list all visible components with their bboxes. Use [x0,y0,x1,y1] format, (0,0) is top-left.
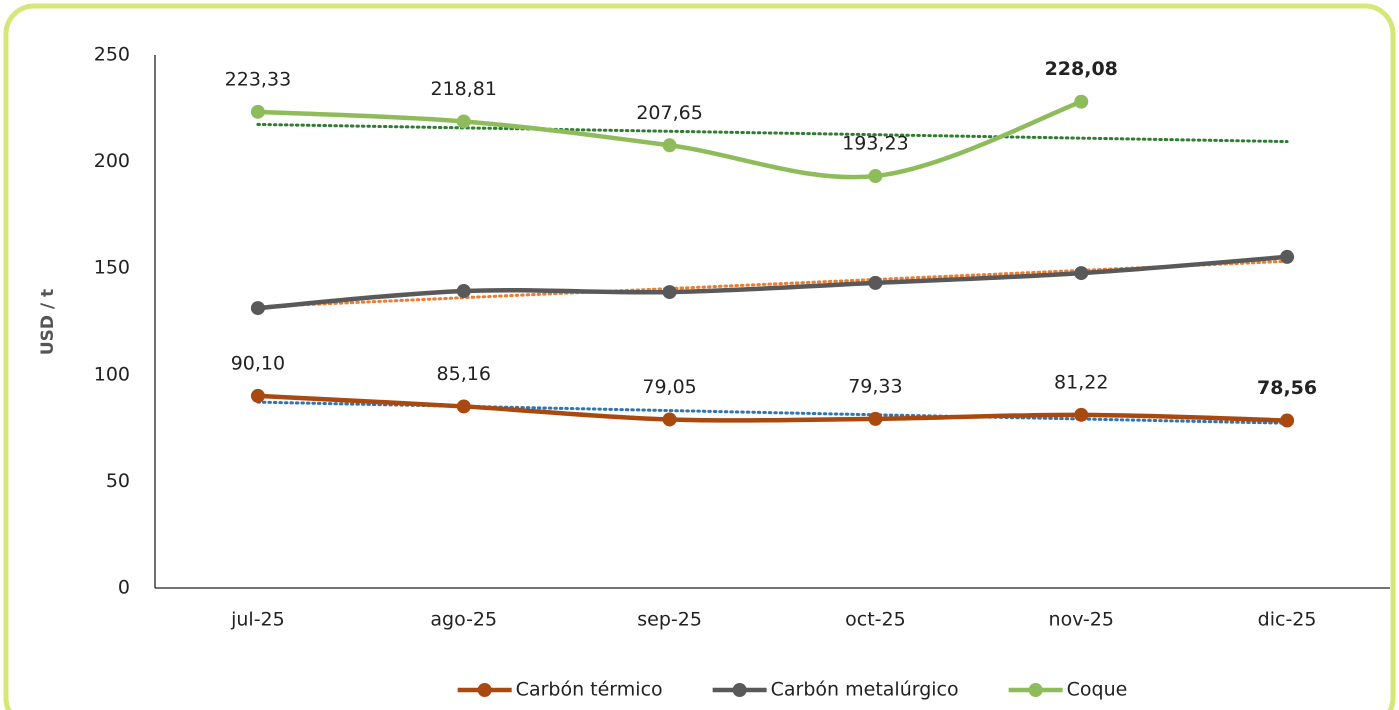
legend-label: Carbón metalúrgico [771,679,959,701]
y-tick-label: 250 [94,44,130,66]
x-tick-label: ago-25 [430,609,497,631]
x-tick-label: dic-25 [1258,609,1317,631]
data-label: 81,22 [1054,371,1108,393]
marker [250,301,265,316]
marker [868,411,883,426]
marker [662,138,677,153]
marker [1280,249,1295,264]
series-line [255,254,1290,311]
data-label: 78,56 [1257,377,1317,399]
marker [456,284,471,299]
marker [250,388,265,403]
x-tick-label: jul-25 [230,609,285,631]
series-line [255,393,1290,423]
marker [1074,266,1089,281]
data-label: 193,23 [842,133,908,155]
y-tick-label: 200 [94,150,130,172]
legend-marker [1028,683,1043,697]
frame [3,3,1396,710]
x-tick-label: sep-25 [637,609,702,631]
marker [1280,413,1295,428]
marker [1074,407,1089,422]
legend-marker [477,683,492,697]
x-tick-label: oct-25 [845,609,906,631]
data-label: 85,16 [437,363,491,385]
y-tick-label: 150 [94,257,130,279]
legend-label: Coque [1067,679,1128,701]
marker [662,412,677,427]
data-label: 79,33 [848,375,902,397]
trendline [256,122,1289,144]
marker [662,285,677,300]
marker [1074,94,1089,109]
legend-marker [732,683,747,697]
data-label: 223,33 [225,68,291,90]
data-label: 90,10 [231,352,285,374]
marker [456,114,471,129]
legend-label: Carbón térmico [516,679,663,701]
y-tick-label: 0 [118,577,130,599]
y-tick-label: 100 [94,363,130,385]
y-tick-label: 50 [106,470,130,492]
data-label: 79,05 [642,376,696,398]
data-label: 207,65 [636,102,702,124]
marker [868,169,883,184]
data-label: 228,08 [1045,58,1118,80]
y-axis-title: USD / t [38,289,58,355]
marker [868,275,883,290]
x-tick-label: nov-25 [1049,609,1114,631]
data-label: 218,81 [431,78,497,100]
marker [250,104,265,119]
marker [456,399,471,414]
